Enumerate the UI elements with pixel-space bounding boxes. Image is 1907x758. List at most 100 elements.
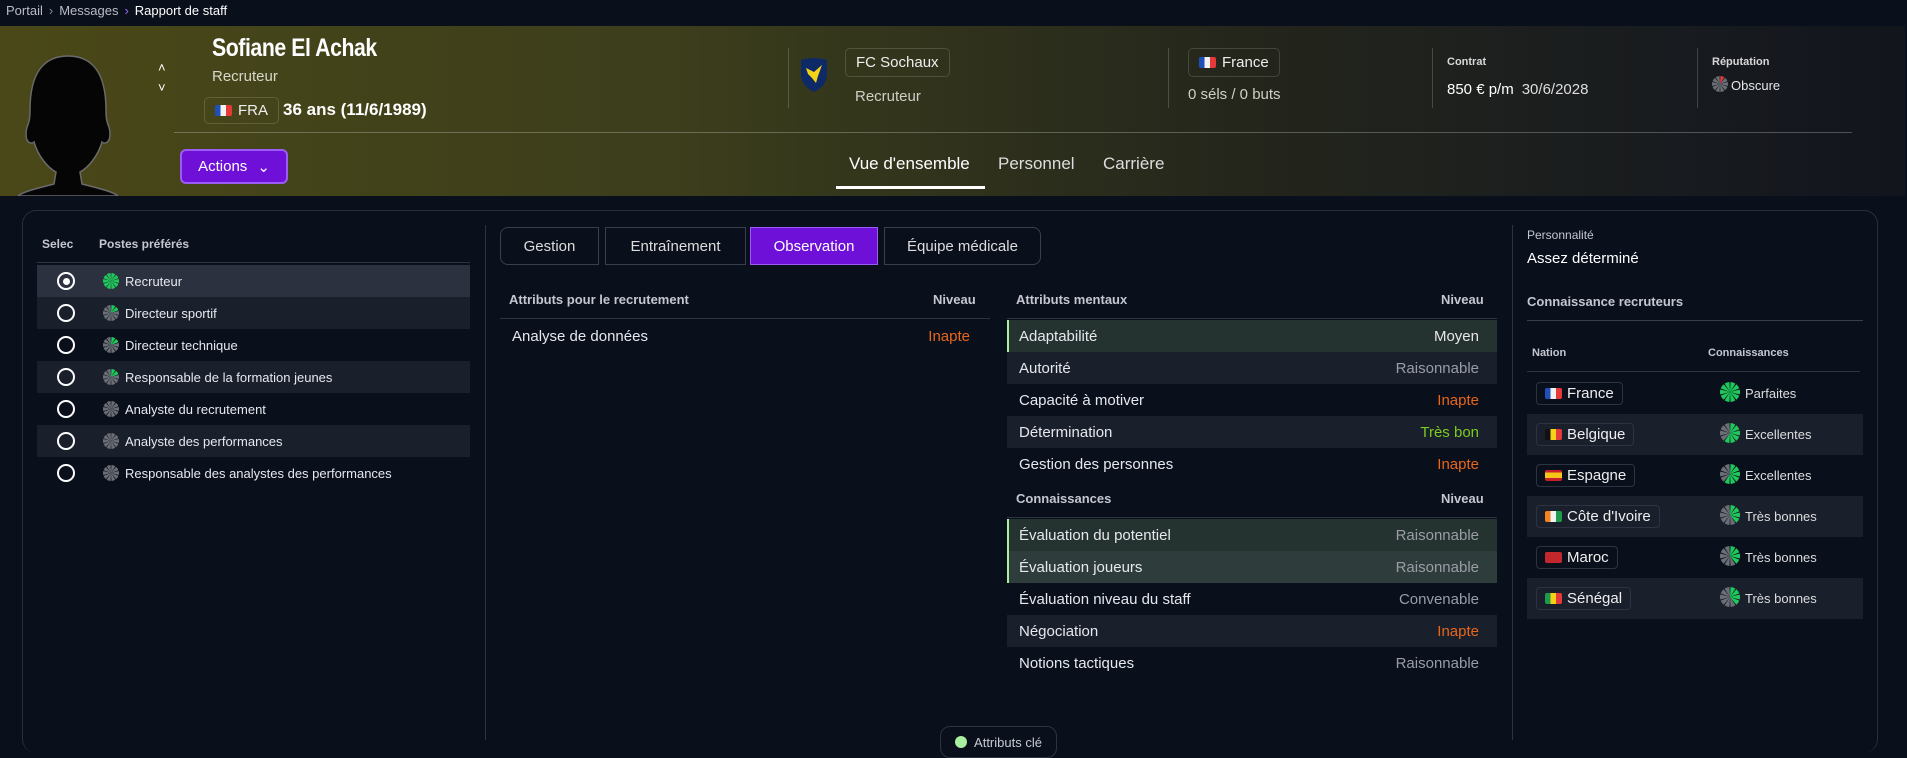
contract-info: 850 € p/m 30/6/2028 — [1447, 81, 1588, 98]
suitability-wheel-icon — [103, 433, 119, 452]
attribute-row[interactable]: Gestion des personnes Inapte — [1007, 448, 1497, 480]
attribute-name: Négociation — [1019, 622, 1099, 640]
nation-pill[interactable]: France — [1188, 48, 1280, 77]
attribute-name: Analyse de données — [512, 327, 648, 345]
key-attributes-legend[interactable]: Attributs clé — [940, 726, 1057, 758]
attribute-row[interactable]: Évaluation niveau du staff Convenable — [1007, 583, 1497, 615]
flag-icon — [1545, 429, 1562, 440]
attribute-row[interactable]: Capacité à motiver Inapte — [1007, 384, 1497, 416]
nation-name: Côte d'Ivoire — [1567, 508, 1651, 525]
nation-pill[interactable]: France — [1536, 382, 1623, 405]
suitability-wheel-icon — [103, 401, 119, 420]
role-radio[interactable] — [57, 272, 75, 290]
attribute-name: Capacité à motiver — [1019, 391, 1145, 409]
tab-overview[interactable]: Vue d'ensemble — [849, 154, 970, 173]
divider — [37, 262, 470, 263]
nationality-code: FRA — [238, 102, 268, 119]
subtab-entrainement[interactable]: Entraînement — [605, 227, 746, 265]
subtab-gestion[interactable]: Gestion — [500, 227, 599, 265]
role-radio[interactable] — [57, 464, 75, 482]
chevron-right-icon: › — [48, 3, 54, 18]
flag-icon — [1545, 511, 1562, 522]
personality-value: Assez déterminé — [1527, 250, 1639, 267]
role-label: Directeur technique — [125, 337, 238, 353]
breadcrumb-messages[interactable]: Messages — [59, 3, 119, 18]
knowledge-wheel-icon — [1720, 505, 1740, 528]
attribute-row[interactable]: Adaptabilité Moyen — [1007, 320, 1497, 352]
breadcrumb: Portail › Messages › Rapport de staff — [6, 3, 227, 18]
actions-button[interactable]: Actions ⌄ — [180, 149, 288, 184]
knowledge-wheel-icon — [1720, 423, 1740, 446]
role-row[interactable]: Analyste des performances — [37, 425, 470, 457]
role-label: Recruteur — [125, 273, 183, 289]
role-radio[interactable] — [57, 368, 75, 386]
divider — [1168, 48, 1169, 108]
role-label: Directeur sportif — [125, 305, 217, 321]
attribute-name: Gestion des personnes — [1019, 455, 1174, 473]
role-radio[interactable] — [57, 400, 75, 418]
nation-row: Maroc Très bonnes — [1527, 537, 1863, 578]
attribute-row[interactable]: Détermination Très bon — [1007, 416, 1497, 448]
subtab-equipe-medicale[interactable]: Équipe médicale — [884, 227, 1041, 265]
nation-caps: 0 séls / 0 buts — [1188, 86, 1281, 103]
select-header: Selec — [42, 237, 74, 251]
flag-icon — [1545, 593, 1562, 604]
role-row[interactable]: Directeur sportif — [37, 297, 470, 329]
divider — [1697, 48, 1698, 108]
attribute-row[interactable]: Évaluation joueurs Raisonnable — [1007, 551, 1497, 583]
flag-icon — [1545, 552, 1562, 563]
recruitment-header: Attributs pour le recrutement — [509, 292, 689, 307]
flag-icon — [1545, 388, 1562, 399]
nation-pill[interactable]: Espagne — [1536, 464, 1636, 487]
attribute-level: Raisonnable — [1395, 654, 1479, 672]
divider — [1527, 371, 1860, 372]
role-row[interactable]: Responsable des analystes des performanc… — [37, 457, 470, 489]
person-name: Sofiane El Achak — [212, 34, 377, 62]
attribute-level: Raisonnable — [1395, 359, 1479, 377]
role-radio[interactable] — [57, 432, 75, 450]
nation-pill[interactable]: Sénégal — [1536, 587, 1632, 610]
attribute-row[interactable]: Évaluation du potentiel Raisonnable — [1007, 519, 1497, 551]
attribute-row[interactable]: Autorité Raisonnable — [1007, 352, 1497, 384]
knowledge-level: Excellentes — [1745, 427, 1812, 442]
attribute-level: Raisonnable — [1395, 558, 1479, 576]
role-radio[interactable] — [57, 304, 75, 322]
nation-row: Côte d'Ivoire Très bonnes — [1527, 496, 1863, 537]
breadcrumb-portail[interactable]: Portail — [6, 3, 43, 18]
attribute-row[interactable]: Notions tactiques Raisonnable — [1007, 647, 1497, 679]
attribute-level: Convenable — [1398, 590, 1479, 608]
attribute-level: Raisonnable — [1395, 526, 1479, 544]
nation-row: France Parfaites — [1527, 373, 1863, 414]
subtab-observation[interactable]: Observation — [750, 227, 878, 265]
role-row[interactable]: Responsable de la formation jeunes — [37, 361, 470, 393]
club-crest-icon[interactable] — [800, 56, 828, 92]
nation-row: Belgique Excellentes — [1527, 414, 1863, 455]
actions-label: Actions — [198, 158, 248, 175]
previous-person-button[interactable]: ˄ — [158, 60, 166, 75]
role-row[interactable]: Analyste du recrutement — [37, 393, 470, 425]
tab-career[interactable]: Carrière — [1103, 154, 1165, 173]
attribute-level: Inapte — [928, 327, 970, 345]
knowledge-level: Très bonnes — [1745, 550, 1817, 565]
attribute-row[interactable]: Analyse de données Inapte — [500, 320, 990, 352]
nationality-pill[interactable]: FRA — [204, 97, 279, 124]
next-person-button[interactable]: ˅ — [158, 80, 166, 95]
role-radio[interactable] — [57, 336, 75, 354]
club-pill[interactable]: FC Sochaux — [845, 48, 950, 77]
role-row[interactable]: Directeur technique — [37, 329, 470, 361]
avatar-silhouette — [18, 55, 118, 196]
role-label: Analyste des performances — [125, 433, 283, 449]
nation-pill[interactable]: Côte d'Ivoire — [1536, 505, 1660, 528]
knowledge-level: Très bonnes — [1745, 591, 1817, 606]
attribute-level: Inapte — [1437, 455, 1479, 473]
role-row[interactable]: Recruteur — [37, 265, 470, 297]
knowledge-wheel-icon — [1720, 464, 1740, 487]
nation-pill[interactable]: Maroc — [1536, 546, 1618, 569]
attribute-name: Autorité — [1019, 359, 1071, 377]
contract-expiry: 30/6/2028 — [1521, 81, 1589, 98]
nation-name: Sénégal — [1567, 590, 1623, 607]
nation-pill[interactable]: Belgique — [1536, 423, 1635, 446]
attribute-row[interactable]: Négociation Inapte — [1007, 615, 1497, 647]
nation-name: France — [1567, 385, 1614, 402]
tab-personnel[interactable]: Personnel — [998, 154, 1075, 173]
